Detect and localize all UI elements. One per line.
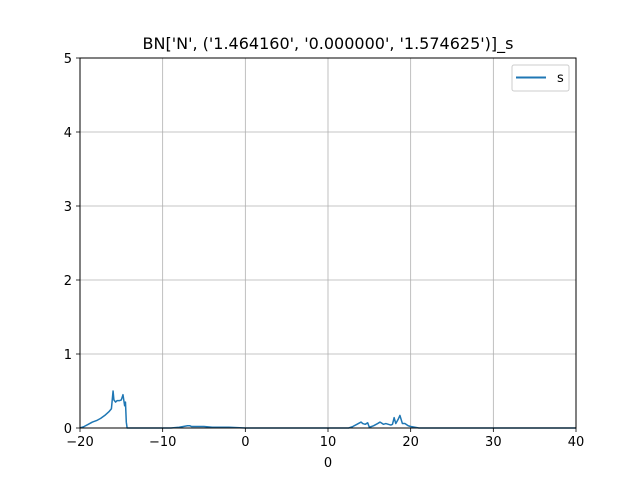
y-tick-label: 2 bbox=[64, 274, 72, 289]
y-tick-label: 1 bbox=[64, 348, 72, 363]
y-tick-label: 0 bbox=[64, 422, 72, 437]
x-tick-label: 20 bbox=[402, 435, 419, 450]
legend: s bbox=[511, 64, 570, 92]
x-tick-label: −10 bbox=[149, 435, 176, 450]
x-tick-label: 40 bbox=[568, 435, 585, 450]
axis-ticks: −20 −10 0 10 20 30 40 0 1 2 3 4 5 bbox=[64, 52, 585, 450]
y-tick-label: 4 bbox=[64, 126, 72, 141]
y-tick-label: 5 bbox=[64, 52, 72, 67]
x-tick-label: −20 bbox=[66, 435, 93, 450]
chart-title: BN['N', ('1.464160', '0.000000', '1.5746… bbox=[143, 34, 514, 54]
x-axis-label: 0 bbox=[324, 456, 332, 471]
legend-label-s: s bbox=[557, 71, 564, 86]
x-tick-label: 0 bbox=[241, 435, 249, 450]
x-tick-label: 30 bbox=[485, 435, 502, 450]
y-tick-label: 3 bbox=[64, 200, 72, 215]
x-tick-label: 10 bbox=[320, 435, 337, 450]
